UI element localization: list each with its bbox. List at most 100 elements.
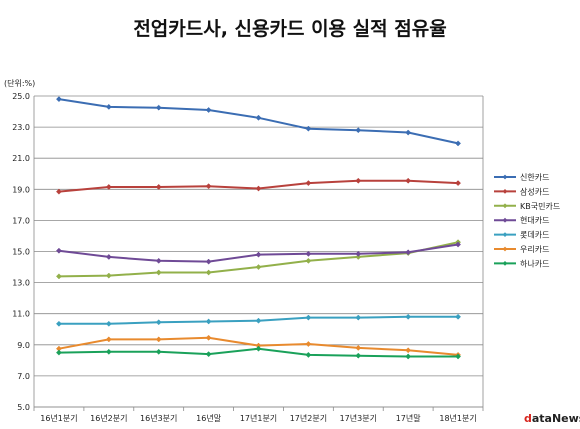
x-tick-label: 17년말: [396, 413, 422, 423]
data-point: [405, 353, 412, 360]
data-point: [305, 351, 312, 358]
data-point: [105, 336, 112, 343]
data-point: [405, 313, 412, 320]
data-point: [255, 264, 262, 271]
data-point: [155, 184, 162, 190]
data-point: [355, 127, 362, 134]
legend-marker: [502, 189, 508, 194]
data-point: [155, 269, 162, 276]
data-point: [155, 257, 162, 264]
legend-label: 하나카드: [520, 258, 549, 268]
x-tick-label: 16년말: [196, 413, 222, 423]
data-point: [405, 347, 412, 354]
legend-label: 신한카드: [520, 173, 549, 182]
data-point: [105, 272, 112, 279]
y-tick-label: 7.0: [17, 372, 30, 381]
data-point: [55, 247, 62, 254]
x-tick-label: 17년3분기: [340, 413, 377, 423]
y-tick-label: 5.0: [17, 403, 30, 412]
datanews-logo: dataNews: [524, 412, 580, 425]
data-point: [155, 348, 162, 355]
data-point: [255, 185, 262, 192]
data-point: [155, 319, 162, 326]
series-lines: [55, 96, 462, 360]
y-tick-label: 21.0: [12, 154, 30, 163]
legend-marker: [502, 203, 508, 209]
axes: 5.0 7.0 9.0 11.0 13.0 15.0 17.0 19.0 21.0 23.0 25.…: [12, 92, 484, 423]
x-tick-label: 17년2분기: [290, 413, 327, 423]
y-tick-label: 15.0: [12, 248, 30, 257]
data-point: [305, 341, 312, 347]
data-point: [355, 253, 362, 260]
data-point: [255, 251, 262, 258]
x-tick-label: 16년3분기: [140, 413, 177, 423]
x-tick-label: 16년1분기: [40, 413, 77, 423]
data-point: [355, 352, 362, 359]
y-tick-label: 23.0: [12, 123, 30, 132]
data-point: [405, 177, 412, 184]
data-point: [355, 250, 362, 257]
data-point: [355, 177, 362, 184]
legend-marker: [502, 217, 508, 223]
y-tick-label: 17.0: [12, 216, 30, 225]
data-point: [455, 241, 462, 248]
data-point: [55, 188, 62, 195]
series-line: [58, 241, 459, 278]
data-point: [55, 320, 62, 327]
data-point: [205, 334, 212, 341]
data-point: [305, 180, 312, 187]
data-point: [455, 180, 462, 187]
legend-label: 롯데카드: [520, 231, 549, 240]
legend-marker: [502, 232, 508, 237]
data-point: [105, 184, 112, 190]
data-point: [255, 317, 262, 324]
data-point: [205, 351, 212, 358]
y-tick-label: 13.0: [12, 279, 30, 288]
legend-label: KB국민카드: [520, 201, 560, 211]
legend-marker: [502, 246, 508, 252]
y-tick-label: 9.0: [17, 341, 30, 350]
y-tick-label: 25.0: [12, 92, 30, 101]
data-point: [55, 273, 62, 280]
data-point: [455, 313, 462, 320]
data-point: [305, 250, 312, 257]
data-point: [355, 314, 362, 321]
data-point: [455, 140, 462, 147]
data-point: [205, 318, 212, 325]
series-line: [58, 98, 459, 145]
data-point: [205, 107, 212, 113]
unit-label: (단위:%): [4, 79, 36, 88]
data-point: [305, 125, 312, 132]
x-tick-label: 18년1분기: [439, 413, 476, 423]
data-point: [55, 96, 62, 103]
legend-marker: [502, 174, 508, 180]
data-point: [255, 114, 262, 121]
data-point: [105, 253, 112, 260]
legend-marker: [502, 261, 508, 266]
data-point: [455, 353, 462, 360]
y-tick-label: 19.0: [12, 185, 30, 194]
data-point: [105, 103, 112, 110]
data-point: [205, 258, 212, 265]
data-point: [205, 183, 212, 190]
data-point: [305, 257, 312, 264]
data-point: [55, 349, 62, 356]
x-tick-label: 17년1분기: [240, 413, 277, 423]
data-point: [405, 249, 412, 256]
data-point: [405, 129, 412, 136]
data-point: [255, 345, 262, 352]
y-tick-label: 11.0: [12, 310, 30, 319]
data-point: [155, 336, 162, 343]
data-point: [155, 104, 162, 111]
x-tick-label: 16년2분기: [90, 413, 127, 423]
legend-label: 우리카드: [520, 245, 549, 254]
data-point: [105, 348, 112, 355]
legend-label: 삼성카드: [520, 186, 549, 196]
chart-title: 전업카드사, 신용카드 이용 실적 점유율: [133, 18, 447, 40]
data-point: [305, 314, 312, 321]
legend-label: 현대카드: [520, 216, 549, 225]
data-point: [355, 344, 362, 351]
data-point: [105, 320, 112, 327]
